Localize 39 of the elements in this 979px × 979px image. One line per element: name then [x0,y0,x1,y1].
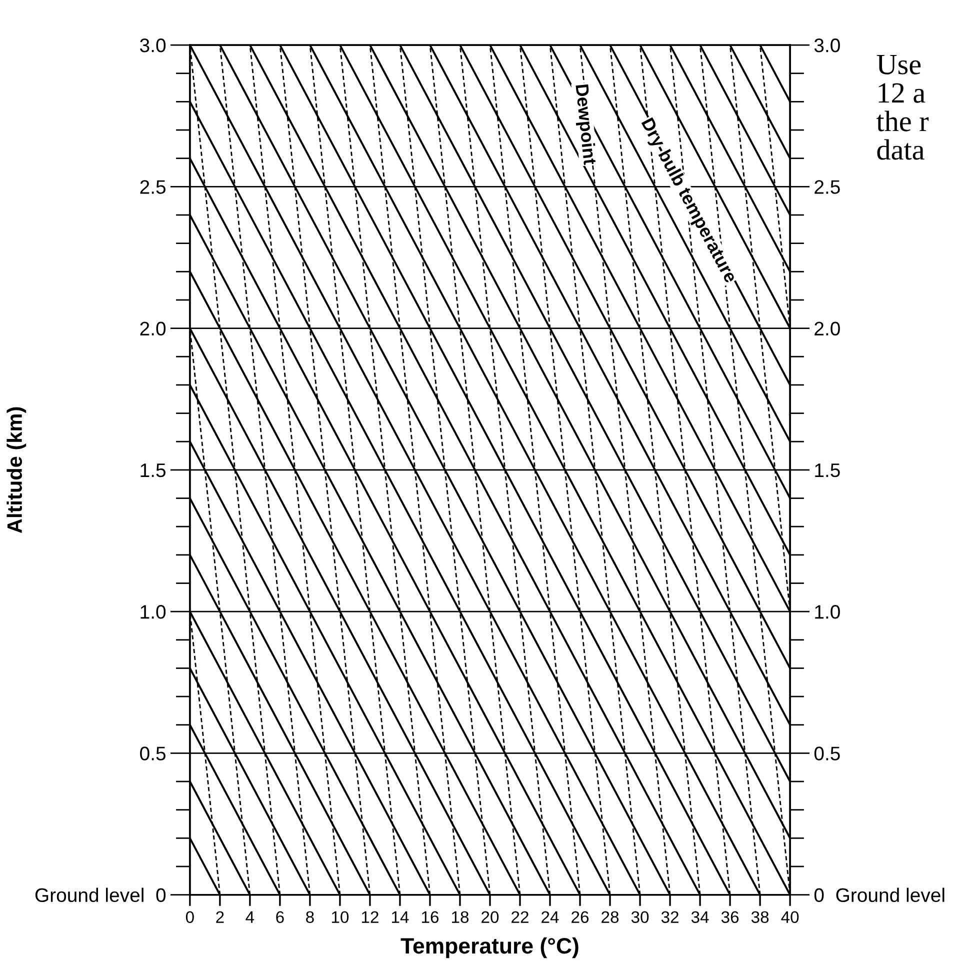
y2-tick-label: 1.5 [815,464,840,478]
y2-tick-label: 2.5 [814,180,840,194]
x-tick-label: 18 [452,911,469,924]
x-tick-label: 16 [422,911,439,924]
x-tick-label: 28 [602,911,619,924]
x-tick-label: 32 [661,911,678,924]
y2-tick-label: 3.0 [814,38,840,52]
x-tick-label: 2 [216,911,224,923]
y2-tick-label: 2.0 [814,322,840,336]
x-tick-label: 36 [721,911,739,924]
x-tick-label: 14 [392,911,409,923]
y-tick-label: 3.0 [140,38,166,52]
x-tick-label: 8 [306,911,314,924]
x-tick-label: 26 [572,911,589,924]
annotation: Dewpoint [572,84,598,166]
y-tick-label: Ground level 0 [35,888,166,902]
x-tick-label: 12 [362,911,378,923]
x-tick-label: 34 [691,911,709,924]
y-tick-label: 0.5 [140,746,166,760]
y2-tick-label: 0 Ground level [814,888,944,902]
x-tick-label: 0 [186,911,194,924]
text: Use 12 a the r data [876,54,929,160]
y-tick-label: 2.0 [140,322,166,336]
x-tick-label: 20 [482,911,499,924]
x-tick-label: 40 [781,911,799,924]
y2-tick-label: 0.5 [814,746,840,760]
x-tick-label: 38 [751,911,769,924]
x-tick-label: 10 [332,911,349,924]
x-tick-label: 4 [246,911,254,923]
y-tick-label: 1.5 [140,464,166,478]
y-axis-title: Altitude (km) [6,407,26,534]
y-tick-label: 1.0 [140,605,166,619]
y2-tick-label: 1.0 [815,605,840,619]
x-tick-label: 6 [276,911,284,924]
x-tick-label: 24 [542,911,559,923]
x-tick-label: 30 [631,911,649,924]
x-tick-label: 22 [512,911,528,923]
x-axis-title: Temperature (°C) [400,937,578,958]
y-tick-label: 2.5 [140,180,166,194]
